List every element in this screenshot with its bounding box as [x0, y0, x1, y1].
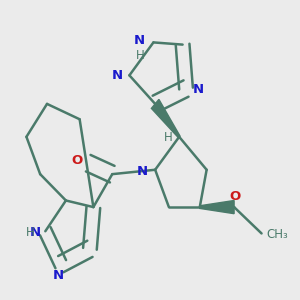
Text: N: N [134, 34, 145, 47]
Text: O: O [229, 190, 240, 203]
Text: N: N [29, 226, 40, 239]
Text: H: H [136, 49, 145, 62]
Text: H: H [26, 226, 34, 239]
Text: N: N [111, 69, 122, 82]
Text: N: N [193, 83, 204, 96]
Text: N: N [53, 268, 64, 282]
Polygon shape [200, 200, 234, 214]
Polygon shape [152, 99, 180, 138]
Text: CH₃: CH₃ [267, 228, 288, 241]
Text: N: N [137, 165, 148, 178]
Text: O: O [72, 154, 83, 167]
Text: H: H [164, 131, 172, 144]
